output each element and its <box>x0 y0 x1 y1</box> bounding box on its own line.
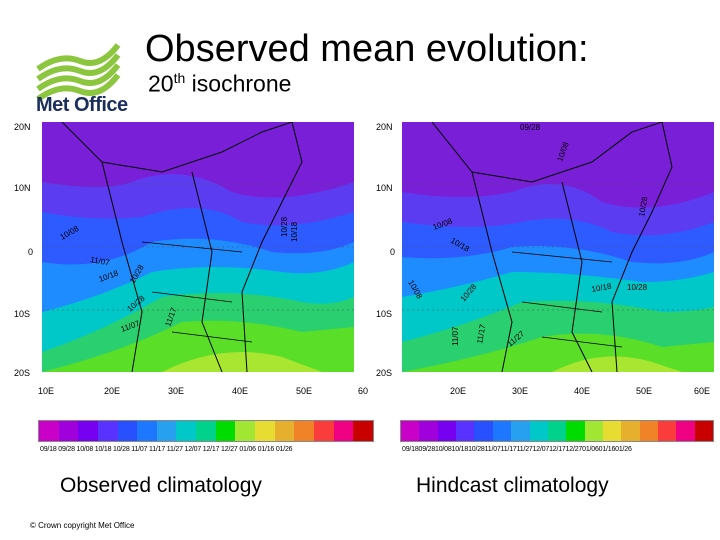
left-x-label: 60 <box>358 386 369 396</box>
contour-label: 09/28 <box>520 123 541 132</box>
colorbar-swatch <box>602 421 622 441</box>
right-x-label: 40E <box>574 386 591 396</box>
colorbar-swatch <box>333 421 354 441</box>
colorbar-swatch <box>676 421 695 441</box>
colorbar-swatch <box>39 421 59 441</box>
left-y-label: 20N <box>14 122 31 132</box>
observed-climatology-map: 10/18 10/28 10/18 11/07 10/28 11/17 11/0… <box>42 122 354 372</box>
observed-caption: Observed climatology <box>60 474 262 497</box>
colorbar-swatch <box>156 421 177 441</box>
copyright-notice: © Crown copyright Met Office <box>30 521 135 530</box>
right-x-label: 30E <box>512 386 529 396</box>
colorbar-swatch <box>456 421 475 441</box>
colorbar-swatch <box>474 421 493 441</box>
left-y-label: 10N <box>14 183 31 193</box>
left-x-label: 10E <box>38 386 55 396</box>
hindcast-colorbar-labels: 09/1809/2810/0810/1810/2811/0711/1711/27… <box>402 446 632 453</box>
left-y-label: 0 <box>28 247 34 257</box>
left-x-label: 40E <box>232 386 249 396</box>
colorbar-swatch <box>511 421 530 441</box>
contour-label: 10/28 <box>627 283 648 292</box>
left-y-label: 20S <box>14 368 31 378</box>
subtitle-superscript: th <box>173 70 186 86</box>
colorbar-swatch <box>584 421 603 441</box>
subtitle-text: isochrone <box>185 70 292 97</box>
right-y-label: 0 <box>390 247 396 257</box>
hindcast-caption: Hindcast climatology <box>416 474 609 497</box>
colorbar-swatch <box>313 421 334 441</box>
slide-title: Observed mean evolution: <box>145 28 589 70</box>
slide-subtitle: 20th isochrone <box>148 70 291 98</box>
observed-colorbar <box>38 420 374 442</box>
contour-label: 10/18 <box>290 221 299 242</box>
colorbar-swatch <box>235 421 256 441</box>
colorbar-swatch <box>621 421 640 441</box>
left-x-label: 20E <box>104 386 121 396</box>
subtitle-number: 20 <box>148 70 174 97</box>
contour-label: 10/28 <box>280 216 289 237</box>
colorbar-swatch <box>547 421 567 441</box>
hindcast-climatology-map: 09/28 10/08 10/28 10/08 10/18 10/28 11/0… <box>402 122 714 372</box>
colorbar-swatch <box>437 421 457 441</box>
met-office-wave-icon <box>36 43 121 102</box>
right-x-label: 60E <box>694 386 711 396</box>
colorbar-swatch <box>274 421 295 441</box>
left-x-label: 30E <box>168 386 185 396</box>
right-x-label: 50E <box>636 386 653 396</box>
colorbar-swatch <box>137 421 157 441</box>
right-y-label: 10S <box>376 309 393 319</box>
colorbar-swatch <box>419 421 438 441</box>
observed-colorbar-labels: 09/18 09/28 10/08 10/18 10/28 11/07 11/1… <box>40 446 293 453</box>
colorbar-swatch <box>529 421 548 441</box>
colorbar-swatch <box>196 421 216 441</box>
contour-label: 11/17 <box>475 323 487 344</box>
contour-label: 11/07 <box>90 255 111 267</box>
colorbar-swatch <box>78 421 98 441</box>
left-y-label: 10S <box>14 309 31 319</box>
colorbar-swatch <box>215 421 236 441</box>
colorbar-swatch <box>492 421 512 441</box>
colorbar-swatch <box>58 421 79 441</box>
colorbar-swatch <box>117 421 138 441</box>
colorbar-swatch <box>639 421 659 441</box>
right-y-label: 20S <box>376 368 393 378</box>
contour-label: 10/18 <box>591 282 613 294</box>
left-x-label: 50E <box>296 386 313 396</box>
colorbar-swatch <box>294 421 314 441</box>
hindcast-colorbar <box>400 420 714 442</box>
colorbar-swatch <box>694 421 714 441</box>
right-y-label: 10N <box>376 183 393 193</box>
contour-label: 11/07 <box>451 326 460 346</box>
right-x-label: 20E <box>450 386 467 396</box>
colorbar-swatch <box>255 421 275 441</box>
colorbar-swatch <box>353 421 373 441</box>
colorbar-swatch <box>176 421 197 441</box>
colorbar-swatch <box>401 421 420 441</box>
right-y-label: 20N <box>376 122 393 132</box>
colorbar-swatch <box>658 421 677 441</box>
logo-text: Met Office <box>36 94 128 116</box>
colorbar-swatch <box>566 421 585 441</box>
contour-label: 10/28 <box>637 196 649 218</box>
colorbar-swatch <box>97 421 118 441</box>
